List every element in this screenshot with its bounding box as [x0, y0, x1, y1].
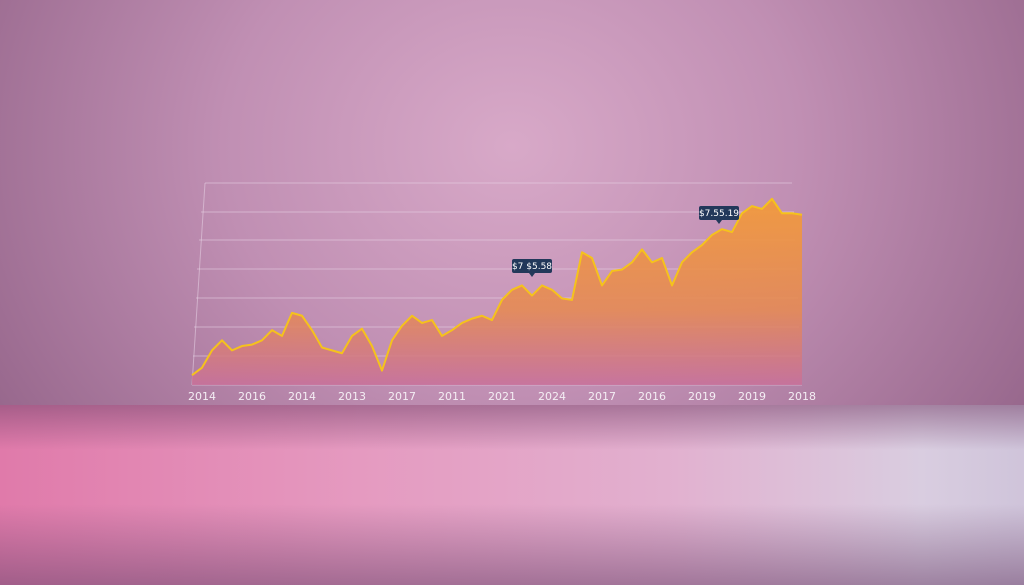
x-tick-label: 2024 — [538, 390, 566, 403]
x-tick-label: 2019 — [688, 390, 716, 403]
x-tick-label: 2021 — [488, 390, 516, 403]
annotation-box — [699, 206, 739, 220]
x-tick-label: 2014 — [188, 390, 216, 403]
annotation-text: $7 $5.58 — [512, 262, 552, 272]
plot: 2014 2016 2014 2013 2017 2011 2021 2024 2017 2016… — [188, 197, 816, 403]
annotation-box — [512, 259, 552, 273]
x-tick-label: 2013 — [338, 390, 366, 403]
x-tick-label: 2014 — [288, 390, 316, 403]
x-tick-label: 2011 — [438, 390, 466, 403]
floor-shade — [0, 405, 1024, 585]
annotation: $7 $5.58 — [512, 259, 552, 277]
annotation-text: $7.55.19 — [699, 209, 739, 219]
annotation-pointer — [716, 220, 722, 224]
x-tick-label: 2017 — [588, 390, 616, 403]
x-tick-label: 2019 — [738, 390, 766, 403]
line — [191, 197, 803, 376]
area — [192, 198, 802, 385]
x-tick-label: 2018 — [788, 390, 816, 403]
annotation: $7.55.19 — [699, 206, 739, 224]
x-tick-label: 2016 — [238, 390, 266, 403]
x-tick-label: 2016 — [638, 390, 666, 403]
annotation-pointer — [529, 273, 535, 277]
x-tick-label: 2017 — [388, 390, 416, 403]
